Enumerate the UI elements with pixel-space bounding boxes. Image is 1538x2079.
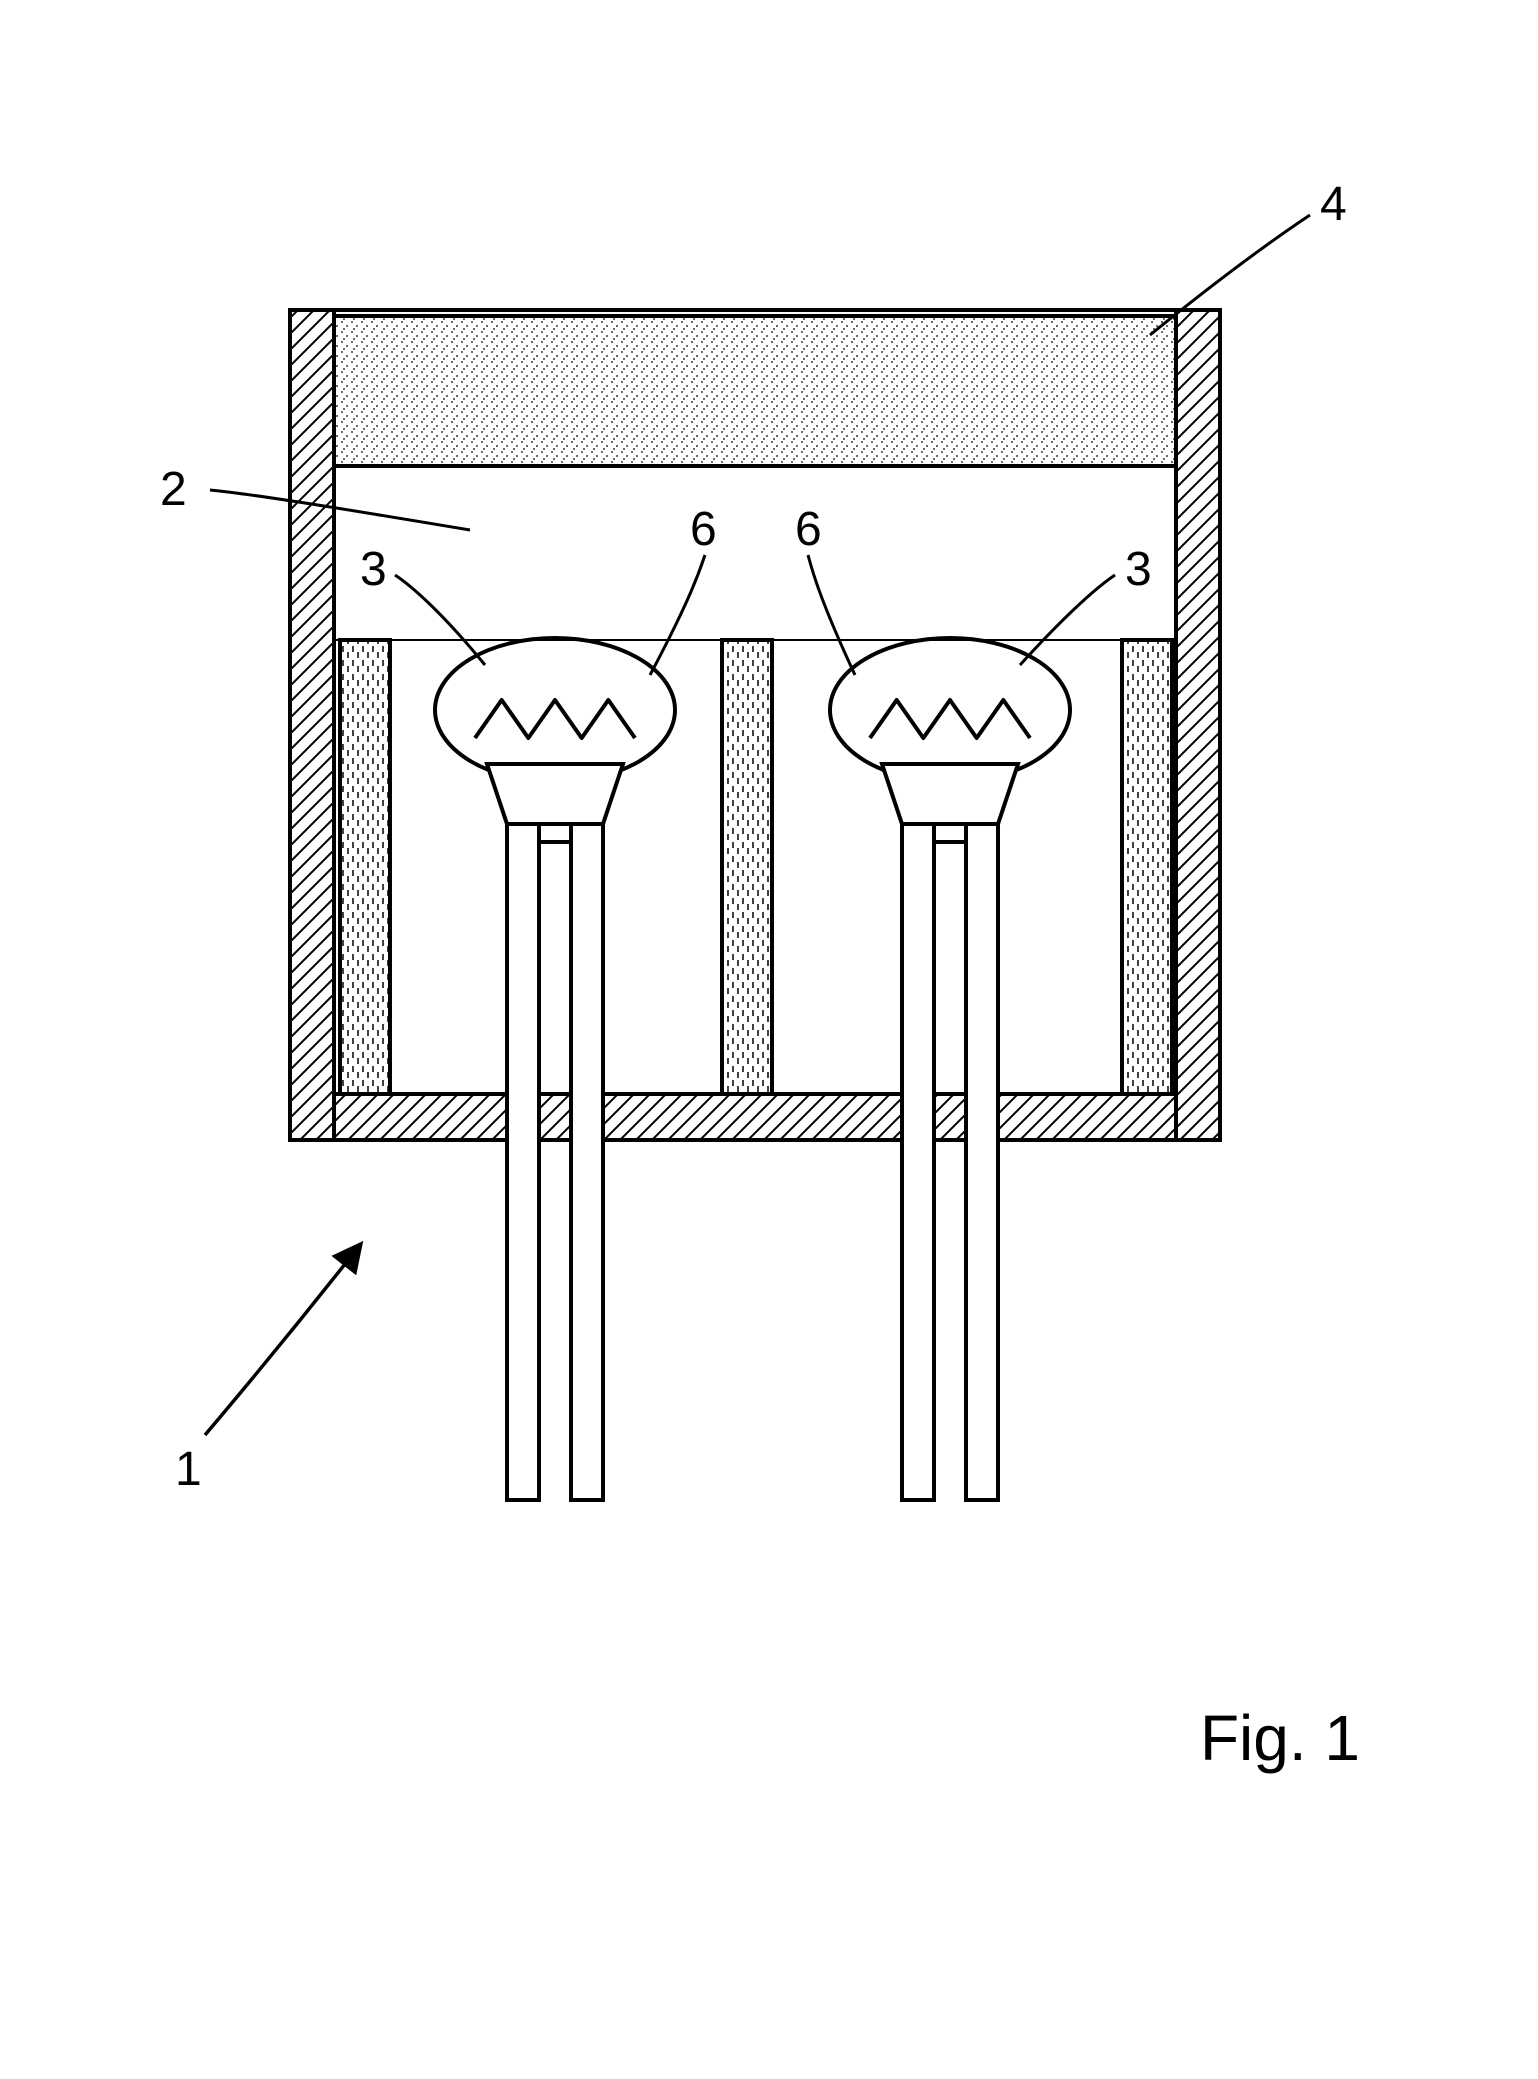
flame-zigzag-right	[870, 700, 1030, 738]
label-6-right: 6	[795, 503, 822, 556]
leader-undefined	[808, 555, 855, 675]
feed-tube-right-0	[902, 824, 934, 1500]
nozzle-funnel-right	[882, 764, 1018, 824]
spacer-column-0	[340, 640, 390, 1098]
label-4: 4	[1320, 178, 1347, 231]
burner-ellipse-right	[830, 638, 1070, 782]
burner-ellipse-left	[435, 638, 675, 782]
leader-undefined	[395, 575, 485, 665]
label-3-right: 3	[1125, 543, 1152, 596]
label-1: 1	[175, 1443, 202, 1496]
leader-undefined	[1150, 215, 1310, 335]
leader-undefined	[650, 555, 705, 675]
technical-diagram: 4 2 3 6 6 3 1 Fig. 1	[160, 178, 1360, 1774]
nozzle-funnel-left	[487, 764, 623, 824]
feed-tube-right-1	[966, 824, 998, 1500]
label-3-left: 3	[360, 543, 387, 596]
leader-1	[205, 1245, 360, 1435]
feed-tube-left-1	[571, 824, 603, 1500]
label-2: 2	[160, 463, 187, 516]
label-6-left: 6	[690, 503, 717, 556]
leader-undefined	[1020, 575, 1115, 665]
floor-slab	[334, 1094, 1176, 1140]
flame-zigzag-left	[475, 700, 635, 738]
leader-undefined	[210, 490, 470, 530]
spacer-column-2	[1122, 640, 1172, 1098]
spacer-column-1	[722, 640, 772, 1098]
top-window	[334, 316, 1176, 466]
figure-caption: Fig. 1	[1200, 1702, 1360, 1774]
feed-tube-left-0	[507, 824, 539, 1500]
